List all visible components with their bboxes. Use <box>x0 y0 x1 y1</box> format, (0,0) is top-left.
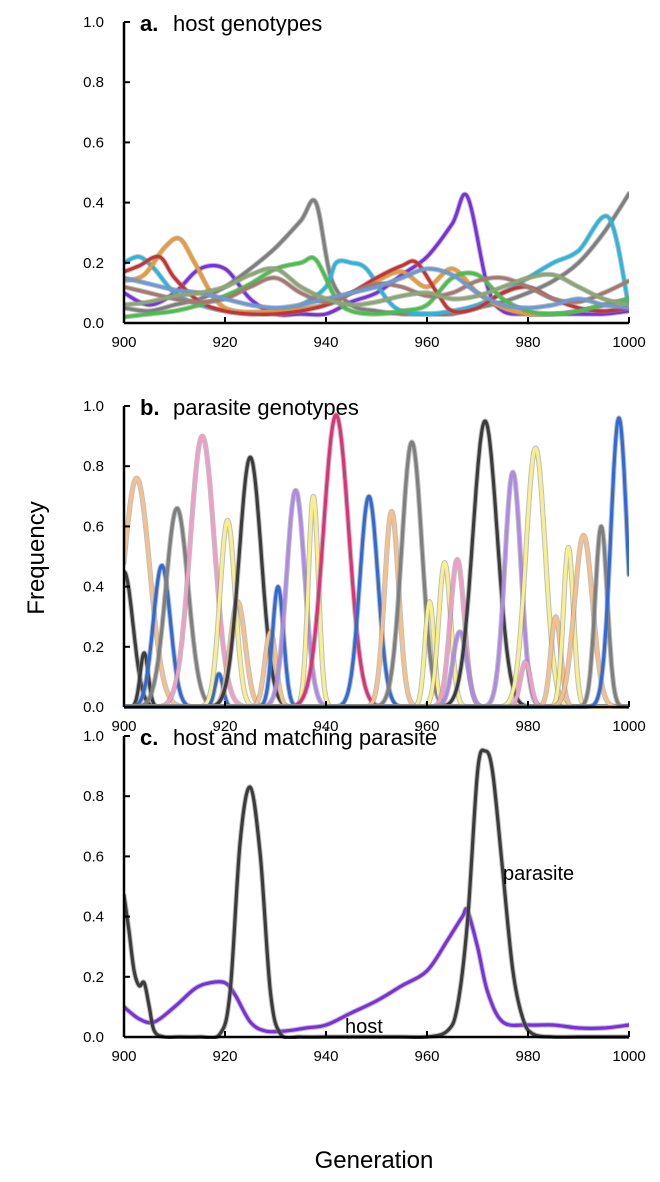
panel-a-letter: a. <box>140 11 158 36</box>
panel-c-curves <box>124 750 629 1038</box>
figure-ylabel: Frequency <box>23 501 50 614</box>
panel-c-xtick-label: 900 <box>111 1048 136 1065</box>
panel-c-xtick-label: 960 <box>414 1048 439 1065</box>
panel-b-xtick-label: 900 <box>111 718 136 735</box>
panel-c-xtick-label: 1000 <box>612 1048 645 1065</box>
panel-a-ytick-label: 0.8 <box>83 74 104 91</box>
panel-a-ytick-label: 0.4 <box>83 195 104 212</box>
panel-b-ytick-label: 0.8 <box>83 458 104 475</box>
panel-b-title: parasite genotypes <box>173 395 359 420</box>
panel-a-xtick-label: 900 <box>111 334 136 351</box>
panel-c: 0.0 0.2 0.4 0.6 0.8 1.0 900 920 940 960 980 1000 c.… <box>83 725 646 1065</box>
panel-c-ytick-label: 0.6 <box>83 848 104 865</box>
panel-b-letter: b. <box>140 395 160 420</box>
panel-c-title: host and matching parasite <box>173 725 437 750</box>
panel-b-curves <box>124 415 629 707</box>
panel-b-ytick-label: 0.0 <box>83 699 104 716</box>
panel-a-xtick-label: 940 <box>313 334 338 351</box>
panel-c-ytick-label: 0.8 <box>83 788 104 805</box>
annotation-host: host <box>345 1016 383 1038</box>
panel-c-letter: c. <box>140 725 158 750</box>
panel-c-xtick-label: 940 <box>313 1048 338 1065</box>
panel-a-ytick-label: 1.0 <box>83 14 104 31</box>
panel-c-xtick-label: 980 <box>515 1048 540 1065</box>
panel-b-ytick-label: 0.4 <box>83 579 104 596</box>
panel-c-series-parasite-line <box>124 750 629 1038</box>
panel-a-xtick-label: 920 <box>212 334 237 351</box>
panel-a-curves <box>124 194 629 317</box>
panel-b-xtick-label: 980 <box>515 718 540 735</box>
panel-c-series-host-line <box>124 909 629 1032</box>
panel-a: 0.0 0.2 0.4 0.6 0.8 1.0 900 920 940 960 980 1000 a.… <box>83 11 646 351</box>
panel-b-ytick-label: 0.6 <box>83 518 104 535</box>
panel-a-ytick-label: 0.2 <box>83 255 104 272</box>
panel-a-xtick-label: 960 <box>414 334 439 351</box>
panel-a-ytick-label: 0.6 <box>83 134 104 151</box>
panel-c-series-parasite-outline <box>124 750 629 1038</box>
panel-c-xtick-label: 920 <box>212 1048 237 1065</box>
panel-b-ytick-label: 1.0 <box>83 398 104 415</box>
panel-c-series-host-outline <box>124 909 629 1032</box>
panel-a-ytick-label: 0.0 <box>83 315 104 332</box>
panel-a-xtick-label: 980 <box>515 334 540 351</box>
panel-c-ytick-label: 0.4 <box>83 909 104 926</box>
panel-c-ytick-label: 1.0 <box>83 728 104 745</box>
panel-b-xtick-label: 1000 <box>612 718 645 735</box>
panel-b-ytick-label: 0.2 <box>83 639 104 656</box>
panel-c-ytick-label: 0.0 <box>83 1029 104 1046</box>
panel-a-title: host genotypes <box>173 11 322 36</box>
figure-xlabel: Generation <box>315 1147 434 1174</box>
panel-c-ytick-label: 0.2 <box>83 969 104 986</box>
panel-a-xtick-label: 1000 <box>612 334 645 351</box>
annotation-parasite: parasite <box>503 863 574 885</box>
